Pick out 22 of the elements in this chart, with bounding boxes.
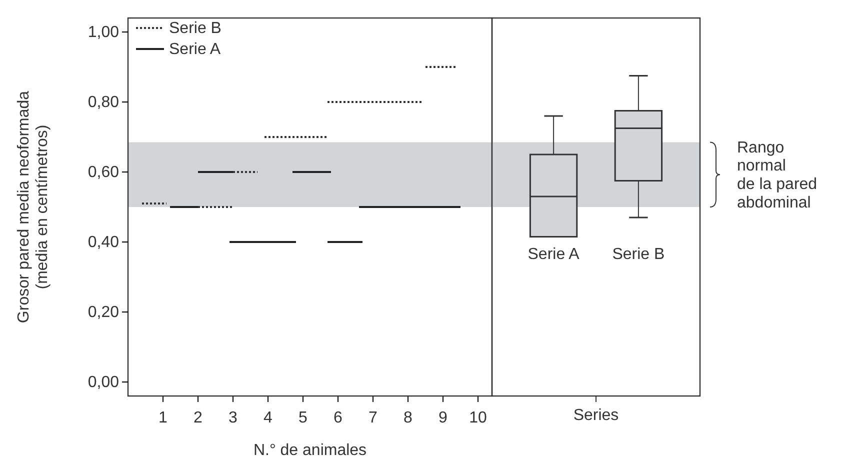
legend-label: Serie B <box>169 20 222 37</box>
x-tick-label: 4 <box>264 410 273 427</box>
y-axis-title: Grosor pared media neoformada (media en centímetros) <box>15 90 51 324</box>
y-tick-label: 1,00 <box>88 24 120 42</box>
y-tick-label: 0,60 <box>88 164 120 182</box>
x-tick-label: 9 <box>438 410 448 427</box>
y-tick-label: 0,00 <box>88 374 120 392</box>
y-tick-label: 0,80 <box>88 94 120 112</box>
x-tick-label: 8 <box>404 410 413 427</box>
legend-label: Serie A <box>169 41 221 58</box>
x-tick-label: 1 <box>158 410 168 427</box>
x-axis-title: N.° de animales <box>253 442 367 459</box>
y-tick-label: 0,40 <box>88 234 120 252</box>
x-tick-label: 7 <box>368 410 378 427</box>
x-tick-label: 6 <box>334 410 343 427</box>
x-tick-label: 10 <box>469 410 487 427</box>
x-tick-label: 3 <box>228 410 238 427</box>
y-tick-label: 0,20 <box>88 304 120 322</box>
x-axis-title: Series <box>573 407 619 424</box>
x-tick-label: 2 <box>194 410 203 427</box>
x-tick-label: 5 <box>298 410 308 427</box>
band-label: Rango normal de la pared abdominal <box>737 139 818 212</box>
